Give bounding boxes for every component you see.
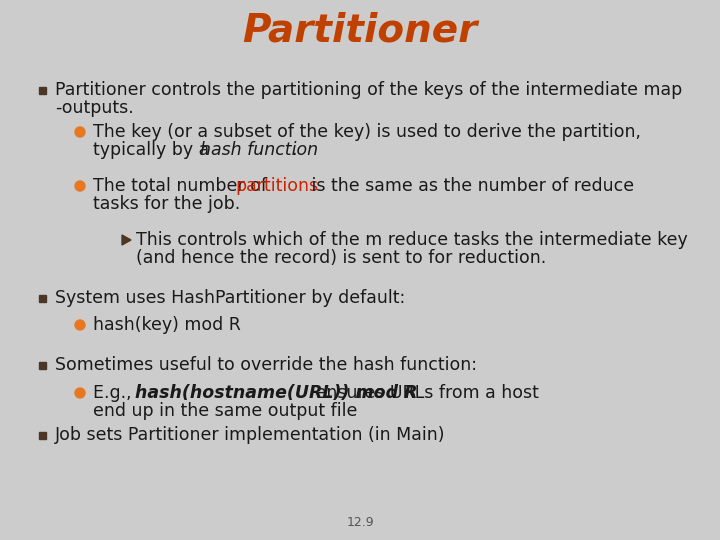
Text: hash(hostname(URL)) mod R: hash(hostname(URL)) mod R xyxy=(135,384,418,402)
Text: 12.9: 12.9 xyxy=(346,516,374,529)
Text: ensures URLs from a host: ensures URLs from a host xyxy=(310,384,539,402)
Text: -outputs.: -outputs. xyxy=(55,99,134,117)
Text: Sometimes useful to override the hash function:: Sometimes useful to override the hash fu… xyxy=(55,356,477,374)
Text: System uses HashPartitioner by default:: System uses HashPartitioner by default: xyxy=(55,289,405,307)
Text: E.g.,: E.g., xyxy=(93,384,137,402)
Text: Partitioner controls the partitioning of the keys of the intermediate map: Partitioner controls the partitioning of… xyxy=(55,81,683,99)
Circle shape xyxy=(75,181,85,191)
Text: is the same as the number of reduce: is the same as the number of reduce xyxy=(306,177,634,195)
Text: (and hence the record) is sent to for reduction.: (and hence the record) is sent to for re… xyxy=(136,249,546,267)
Circle shape xyxy=(75,127,85,137)
Text: Partitioner: Partitioner xyxy=(243,11,477,49)
Bar xyxy=(38,361,45,368)
Text: typically by a: typically by a xyxy=(93,141,215,159)
Text: Job sets Partitioner implementation (in Main): Job sets Partitioner implementation (in … xyxy=(55,426,446,444)
Circle shape xyxy=(75,388,85,398)
Circle shape xyxy=(75,320,85,330)
Polygon shape xyxy=(122,235,131,245)
Text: The total number of: The total number of xyxy=(93,177,272,195)
Bar xyxy=(38,86,45,93)
Bar xyxy=(38,431,45,438)
Text: partitions: partitions xyxy=(235,177,318,195)
Text: end up in the same output file: end up in the same output file xyxy=(93,402,357,420)
Bar xyxy=(38,294,45,301)
Text: hash function: hash function xyxy=(200,141,318,159)
Text: This controls which of the m reduce tasks the intermediate key: This controls which of the m reduce task… xyxy=(136,231,688,249)
Text: tasks for the job.: tasks for the job. xyxy=(93,195,240,213)
Text: hash(key) mod R: hash(key) mod R xyxy=(93,316,241,334)
Text: The key (or a subset of the key) is used to derive the partition,: The key (or a subset of the key) is used… xyxy=(93,123,641,141)
Text: .: . xyxy=(291,141,297,159)
